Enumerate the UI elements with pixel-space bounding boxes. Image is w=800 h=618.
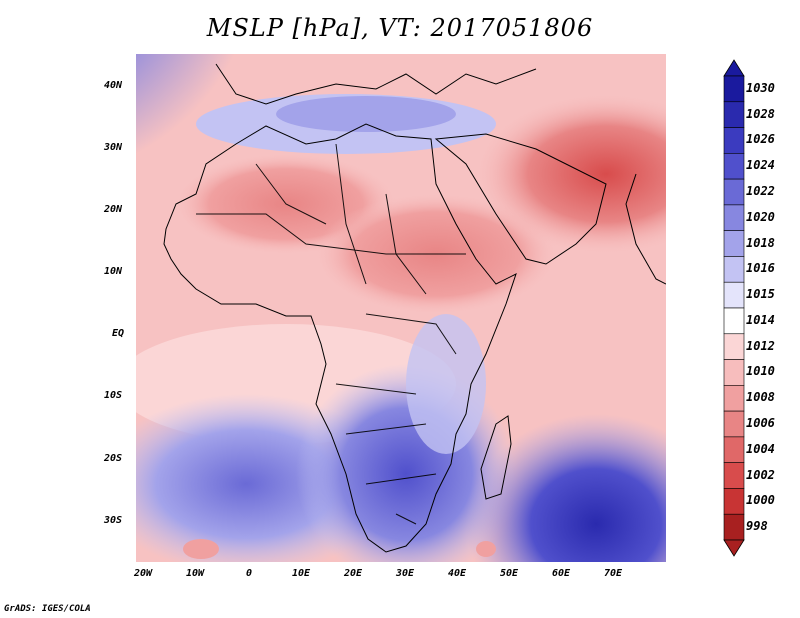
madagascar-outline — [480, 415, 512, 500]
lat-label-20n: 20N — [104, 204, 123, 215]
colorbar-label: 1024 — [746, 158, 775, 173]
colorbar-arrow-bottom — [723, 539, 745, 557]
colorbar-segment — [723, 513, 745, 541]
colorbar-segment — [723, 359, 745, 386]
colorbar-segment — [723, 230, 745, 257]
footer-credit: GrADS: IGES/COLA — [4, 604, 91, 614]
lat-label-30s: 30S — [104, 515, 123, 526]
colorbar-label: 1020 — [746, 209, 775, 224]
colorbar-label: 1010 — [746, 364, 775, 379]
europe-coastline — [215, 63, 537, 105]
colorbar-label: 1012 — [746, 338, 775, 353]
lon-label-60e: 60E — [552, 568, 571, 579]
colorbar-segment — [723, 488, 745, 515]
lat-label-10s: 10S — [104, 390, 123, 401]
colorbar-label: 1016 — [746, 261, 775, 276]
colorbar-segment — [723, 75, 745, 103]
colorbar-arrow-top — [723, 59, 745, 77]
colorbar-label: 1000 — [746, 493, 775, 508]
lat-label-40n: 40N — [104, 80, 123, 91]
lon-label-30e: 30E — [396, 568, 415, 579]
colorbar-label: 1015 — [746, 287, 775, 302]
colorbar-segment — [723, 410, 745, 438]
colorbar-label: 998 — [746, 519, 768, 534]
colorbar-segment — [723, 385, 745, 412]
lon-label-20w: 20W — [134, 568, 153, 579]
colorbar-segment — [723, 256, 745, 283]
colorbar-label: 1004 — [746, 441, 775, 456]
colorbar-label: 1008 — [746, 390, 775, 405]
lon-label-10e: 10E — [292, 568, 311, 579]
india-coastline — [625, 173, 666, 285]
colorbar-label: 1028 — [746, 106, 775, 121]
lon-label-0: 0 — [246, 568, 253, 579]
colorbar-label: 1002 — [746, 467, 775, 482]
colorbar-segment — [723, 333, 745, 360]
colorbar-segment — [723, 153, 745, 180]
colorbar-label: 1026 — [746, 132, 775, 147]
colorbar-segment — [723, 462, 745, 489]
colorbar-label: 1018 — [746, 235, 775, 250]
africa-coastline — [163, 123, 517, 553]
colorbar-segment — [723, 307, 745, 335]
colorbar-segment — [723, 101, 745, 128]
colorbar-segment — [723, 204, 745, 231]
colorbar-label: 1006 — [746, 416, 775, 430]
colorbar — [723, 59, 745, 557]
lat-label-20s: 20S — [104, 453, 123, 464]
lon-label-10w: 10W — [186, 568, 205, 579]
lat-label-eq: EQ — [112, 328, 125, 339]
lon-label-70e: 70E — [604, 568, 623, 579]
lat-label-30n: 30N — [104, 142, 123, 153]
colorbar-segment — [723, 178, 745, 206]
lon-label-50e: 50E — [500, 568, 519, 579]
colorbar-segment — [723, 127, 745, 154]
colorbar-segment — [723, 281, 745, 309]
map-title: MSLP [hPa], VT: 2017051806 — [206, 14, 594, 42]
colorbar-label: 1030 — [746, 80, 775, 95]
colorbar-segment — [723, 436, 745, 463]
colorbar-label: 1022 — [746, 184, 775, 198]
lat-label-10n: 10N — [104, 266, 123, 277]
internal-borders — [196, 143, 466, 525]
colorbar-label: 1014 — [746, 312, 775, 327]
lon-label-40e: 40E — [448, 568, 467, 579]
lon-label-20e: 20E — [344, 568, 363, 579]
pressure-map — [136, 54, 666, 562]
arabia-coastline — [434, 133, 607, 265]
